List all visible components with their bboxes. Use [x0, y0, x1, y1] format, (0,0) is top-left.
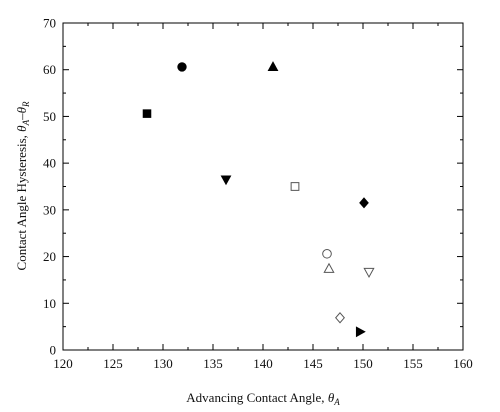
- data-point-triangle-right-filled: [355, 326, 366, 338]
- plot-frame: [62, 22, 464, 351]
- x-tick-label: 150: [353, 356, 373, 371]
- data-point-triangle-up-open: [323, 262, 335, 273]
- y-tick-label: 40: [43, 156, 56, 171]
- x-tick-label: 130: [153, 356, 173, 371]
- x-axis-label: Advancing Contact Angle, θA: [186, 390, 340, 407]
- y-axis-label-main: Contact Angle Hysteresis,: [14, 132, 29, 271]
- y-tick-label: 30: [43, 202, 56, 217]
- y-axis-label-dash: –: [14, 113, 29, 121]
- y-tick-label: 70: [43, 16, 56, 31]
- y-axis-label-symbol-2: θ: [14, 106, 29, 113]
- data-point-square-filled: [142, 109, 152, 118]
- x-tick-label: 160: [453, 356, 473, 371]
- x-tick-label: 140: [253, 356, 273, 371]
- x-axis-label-main: Advancing Contact Angle,: [186, 390, 328, 405]
- y-tick-label: 60: [43, 62, 56, 77]
- data-point-diamond-filled: [359, 197, 369, 209]
- y-axis-label-subscript-1: A: [21, 119, 31, 126]
- x-axis-label-symbol: θ: [328, 390, 335, 405]
- data-point-circle-filled: [177, 62, 187, 72]
- y-tick-label: 50: [43, 109, 56, 124]
- x-tick-label: 145: [303, 356, 323, 371]
- x-tick-label: 125: [103, 356, 123, 371]
- y-axis-label-subscript-2: R: [21, 101, 31, 108]
- y-tick-label: 0: [50, 343, 57, 358]
- data-point-diamond-open: [335, 312, 345, 324]
- x-tick-label: 120: [53, 356, 73, 371]
- axis-ticks: [62, 22, 464, 351]
- y-axis-label: Contact Angle Hysteresis, θA–θR: [14, 101, 31, 270]
- x-axis-label-subscript: A: [333, 397, 340, 407]
- data-points: [142, 61, 375, 338]
- x-tick-label: 135: [203, 356, 223, 371]
- data-point-triangle-down-open: [363, 267, 375, 278]
- y-tick-label: 10: [43, 296, 56, 311]
- data-point-square-open: [290, 182, 300, 191]
- y-axis-label-symbol-1: θ: [14, 125, 29, 132]
- data-point-triangle-up-filled: [267, 61, 279, 71]
- tick-labels: 120 125 130 135 140 145 150 155 160 0 10 20 30 40 50 60…: [43, 16, 473, 372]
- data-point-triangle-down-filled: [220, 175, 232, 186]
- x-tick-label: 155: [403, 356, 423, 371]
- y-tick-label: 20: [43, 249, 56, 264]
- data-point-circle-open: [322, 248, 332, 259]
